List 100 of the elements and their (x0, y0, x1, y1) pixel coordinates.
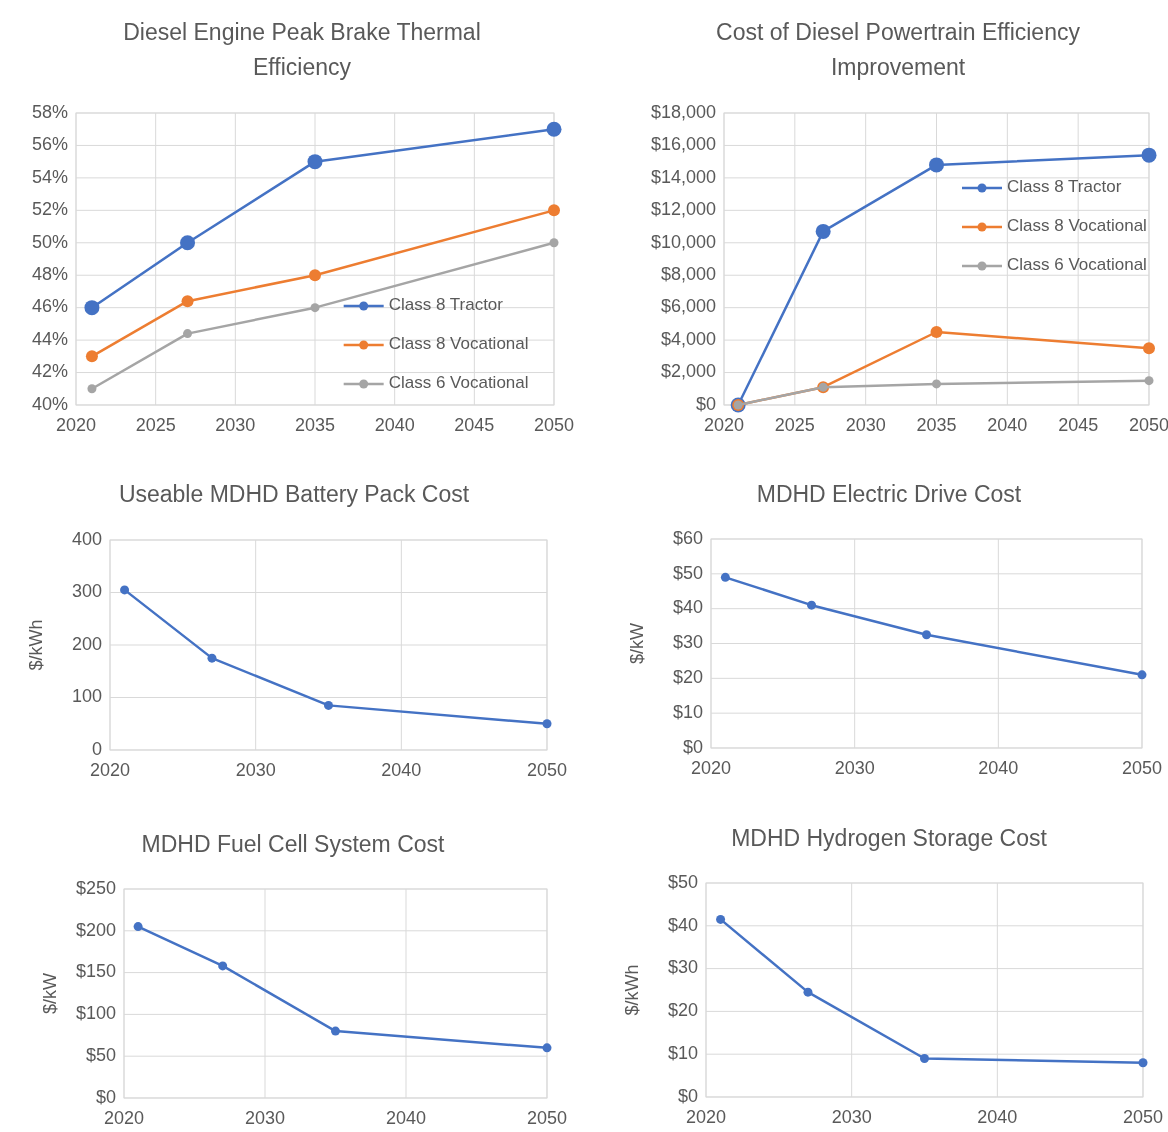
x-tick-label: 2025 (774, 415, 815, 435)
x-tick-label: 2045 (454, 415, 495, 435)
point (803, 987, 813, 997)
y-tick-label: $50 (85, 1044, 116, 1065)
x-tick-label: 2050 (1121, 758, 1163, 778)
point (548, 204, 560, 217)
y-tick-label: $40 (672, 597, 703, 618)
x-tick-label: 2025 (135, 415, 176, 435)
x-tick-label: 2040 (977, 1107, 1018, 1127)
y-tick-label: $14,000 (650, 166, 716, 187)
point (930, 326, 943, 338)
point (542, 1043, 552, 1053)
x-tick-label: 2020 (690, 758, 732, 778)
x-tick-label: 2040 (978, 758, 1019, 778)
y-tick-label: 42% (31, 361, 68, 382)
y-tick-label: $0 (682, 736, 703, 757)
chart-title: Cost of Diesel Powertrain Efficiency Improvement (716, 19, 1081, 81)
x-tick-label: 2050 (526, 760, 568, 780)
x-tick-label: 2050 (533, 415, 575, 435)
x-tick-label: 2050 (526, 1108, 568, 1128)
x-tick-label: 2020 (89, 760, 131, 780)
y-tick-label: 46% (31, 296, 68, 317)
legend-label: Class 8 Vocational (1007, 216, 1147, 236)
legend-label: Class 6 Vocational (388, 373, 529, 393)
y-tick-label: $30 (672, 632, 703, 653)
y-tick-label: 44% (31, 328, 68, 349)
y-tick-label: 48% (31, 263, 68, 284)
y-tick-label: $16,000 (650, 134, 716, 155)
chart-title: MDHD Fuel Cell System Cost (141, 831, 446, 858)
x-tick-label: 2020 (685, 1107, 727, 1127)
legend-label: Class 8 Tractor (1007, 177, 1122, 197)
point (1144, 376, 1154, 386)
point (1138, 1058, 1148, 1068)
y-tick-label: $50 (667, 871, 698, 892)
y-tick-label: $4,000 (660, 328, 716, 349)
y-axis-title: $/kW (40, 972, 60, 1015)
point (929, 157, 944, 173)
x-tick-label: 2040 (374, 415, 415, 435)
x-tick-label: 2020 (703, 415, 745, 435)
y-axis-title: $/kWh (26, 619, 46, 671)
y-tick-label: 58% (31, 101, 68, 122)
x-tick-label: 2045 (1058, 415, 1099, 435)
y-tick-label: 200 (71, 633, 102, 654)
x-tick-label: 2035 (916, 415, 957, 435)
x-tick-label: 2030 (215, 415, 256, 435)
y-tick-label: $50 (672, 562, 703, 583)
point (85, 350, 98, 363)
point (133, 922, 143, 932)
x-tick-label: 2030 (834, 758, 875, 778)
y-tick-label: $20 (667, 1000, 698, 1021)
point (920, 1053, 929, 1063)
legend-label: Class 6 Vocational (1007, 255, 1147, 275)
y-tick-label: 56% (31, 134, 68, 155)
chart-title: Useable MDHD Battery Pack Cost (118, 481, 470, 508)
y-axis-title: $/kWh (622, 964, 642, 1016)
y-tick-label: $2,000 (660, 361, 716, 382)
y-tick-label: $18,000 (650, 101, 716, 122)
x-tick-label: 2030 (244, 1108, 286, 1128)
x-tick-label: 2050 (1122, 1107, 1164, 1127)
y-tick-label: $0 (695, 393, 716, 414)
y-tick-label: $150 (75, 961, 116, 982)
y-tick-label: $10,000 (650, 231, 716, 252)
point (720, 572, 730, 582)
y-tick-label: $60 (672, 527, 703, 548)
point (549, 238, 559, 248)
point (84, 300, 100, 316)
y-tick-label: 300 (71, 581, 102, 602)
point (218, 961, 228, 971)
point (309, 269, 321, 282)
y-tick-label: 0 (91, 738, 102, 759)
y-tick-label: 100 (71, 686, 102, 707)
y-tick-label: 54% (31, 166, 68, 187)
y-tick-label: $6,000 (660, 296, 716, 317)
point (183, 329, 193, 339)
y-tick-label: 50% (31, 231, 68, 252)
point (716, 914, 726, 924)
point (331, 1026, 340, 1036)
chart-title: MDHD Electric Drive Cost (756, 481, 1022, 508)
x-tick-label: 2030 (235, 760, 276, 780)
point (310, 303, 320, 313)
y-tick-label: $10 (667, 1042, 698, 1063)
point (181, 295, 194, 308)
x-tick-label: 2020 (55, 415, 97, 435)
y-tick-label: $200 (75, 919, 116, 940)
y-tick-label: 40% (31, 393, 68, 414)
point (1143, 342, 1155, 355)
y-tick-label: $0 (677, 1085, 698, 1106)
y-tick-label: 400 (71, 528, 102, 549)
y-tick-label: $8,000 (660, 263, 716, 284)
point (1137, 670, 1147, 680)
point (120, 585, 130, 595)
y-tick-label: $40 (667, 914, 698, 935)
point (324, 700, 333, 710)
y-axis-title: $/kW (627, 622, 647, 665)
point (546, 121, 562, 137)
point (307, 154, 323, 170)
x-tick-label: 2040 (385, 1108, 427, 1128)
x-tick-label: 2040 (381, 760, 422, 780)
x-tick-label: 2040 (987, 415, 1028, 435)
x-tick-label: 2050 (1128, 415, 1168, 435)
